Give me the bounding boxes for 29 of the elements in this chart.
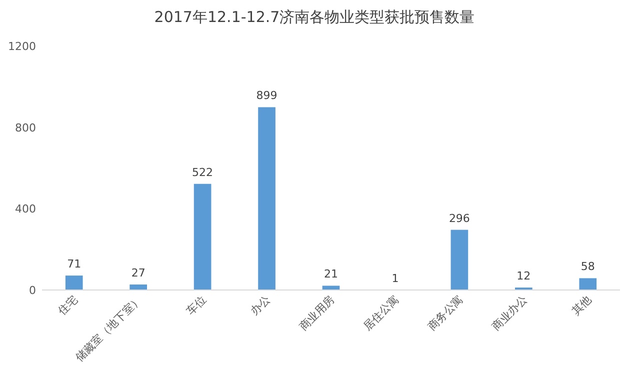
bar: [579, 278, 597, 290]
x-tick-label: 商业办公: [489, 292, 530, 334]
x-tick-label: 住宅: [55, 292, 80, 318]
chart-title: 2017年12.1-12.7济南各物业类型获批预售数量: [154, 8, 475, 26]
bar: [194, 184, 212, 290]
x-tick-label: 居住公寓: [361, 292, 402, 334]
data-label: 1: [392, 272, 399, 285]
y-tick-label: 0: [29, 284, 36, 297]
x-tick-label: 车位: [184, 292, 209, 318]
x-tick-label: 办公: [248, 292, 273, 318]
y-tick-label: 800: [15, 121, 36, 134]
data-label: 296: [448, 212, 470, 225]
x-tick-label: 商业用房: [296, 292, 338, 334]
data-label: 21: [324, 268, 338, 281]
data-label: 58: [580, 260, 595, 274]
data-label: 12: [516, 270, 531, 283]
y-tick-label: 400: [15, 202, 36, 216]
data-label: 522: [192, 166, 214, 179]
bar: [450, 230, 468, 290]
bar: [322, 286, 340, 290]
bar: [130, 284, 148, 290]
data-label: 71: [67, 258, 82, 271]
x-tick-label: 商务公寓: [425, 292, 466, 334]
y-tick-label: 1200: [8, 40, 36, 53]
bar: [65, 276, 83, 290]
bar: [258, 107, 276, 290]
data-label: 899: [256, 89, 278, 102]
data-label: 27: [131, 266, 146, 280]
x-tick-label: 其他: [569, 292, 594, 318]
